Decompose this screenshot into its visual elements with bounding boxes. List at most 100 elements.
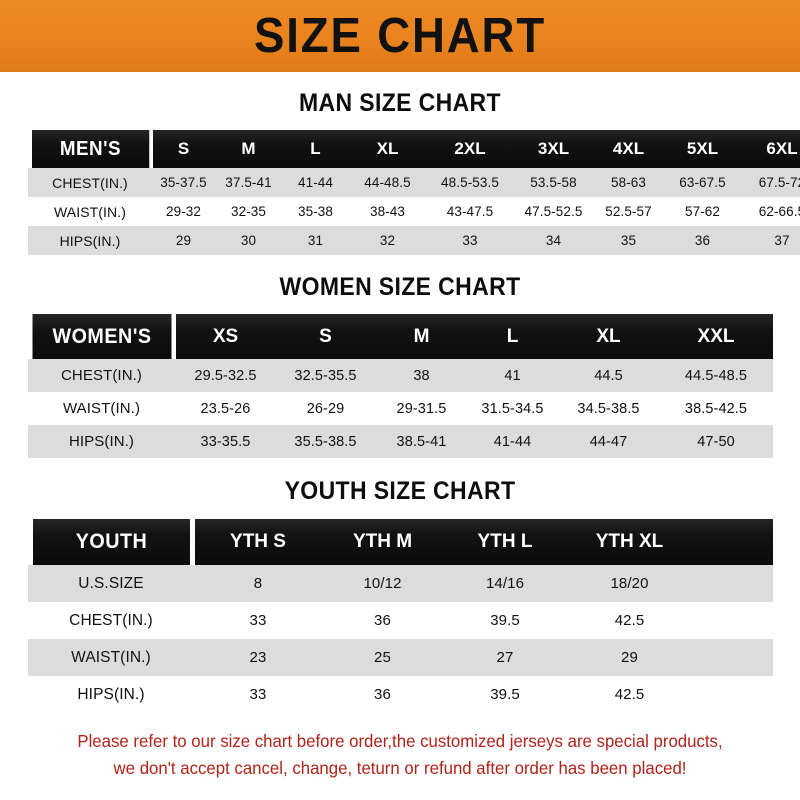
man-header-row: MEN'S S M L XL 2XL 3XL 4XL 5XL 6XL — [28, 130, 800, 168]
youth-header-cell-5 — [692, 519, 773, 565]
man-header-cell-4: XL — [348, 130, 427, 168]
youth-row-0-cell-0: 8 — [194, 565, 322, 602]
youth-row-2-cell-2: 27 — [443, 639, 567, 676]
man-row-2-cell-0: 29 — [152, 226, 215, 255]
women-row-0-cell-2: 38 — [375, 359, 468, 392]
youth-header-row: YOUTH YTH S YTH M YTH L YTH XL — [28, 519, 773, 565]
man-row-0-cell-5: 53.5-58 — [513, 168, 594, 197]
women-header-cell-3: M — [375, 314, 468, 359]
man-row-1-cell-8: 62-66.5 — [741, 197, 800, 226]
table-row: U.S.SIZE 8 10/12 14/16 18/20 — [27, 565, 773, 602]
man-row-2-cell-2: 31 — [282, 226, 349, 255]
youth-row-0-cell-4 — [692, 565, 773, 602]
table-row: CHEST(IN.) 29.5-32.5 32.5-35.5 38 41 44.… — [27, 359, 773, 392]
youth-row-3-cell-1: 36 — [321, 676, 444, 713]
youth-header-cell-1: YTH S — [194, 519, 322, 565]
youth-row-1-cell-3: 42.5 — [566, 602, 693, 639]
man-row-2-cell-3: 32 — [348, 226, 427, 255]
table-row: WAIST(IN.) 29-32 32-35 35-38 38-43 43-47… — [27, 197, 800, 226]
man-row-2-cell-6: 35 — [593, 226, 664, 255]
man-row-2-cell-7: 36 — [663, 226, 742, 255]
women-header-cell-1: XS — [175, 314, 276, 359]
man-header-cell-8: 5XL — [663, 130, 742, 168]
youth-table-wrapper: YOUTH YTH S YTH M YTH L YTH XL U.S.SIZE … — [27, 519, 773, 713]
man-row-0-cell-3: 44-48.5 — [348, 168, 427, 197]
youth-row-3-cell-3: 42.5 — [566, 676, 693, 713]
man-row-1-cell-4: 43-47.5 — [426, 197, 514, 226]
women-header-cell-4: L — [467, 314, 558, 359]
women-header-cell-2: S — [275, 314, 376, 359]
youth-header-cell-0: YOUTH — [32, 519, 190, 565]
women-row-2-cell-5: 47-50 — [659, 425, 773, 458]
youth-row-3-cell-4 — [692, 676, 773, 713]
man-row-1-cell-0: 29-32 — [152, 197, 215, 226]
man-row-0-cell-4: 48.5-53.5 — [426, 168, 514, 197]
youth-row-0-label: U.S.SIZE — [27, 565, 195, 602]
youth-row-3-cell-0: 33 — [194, 676, 322, 713]
youth-row-2-cell-1: 25 — [321, 639, 444, 676]
women-row-2-label: HIPS(IN.) — [27, 425, 176, 458]
youth-header-cell-2: YTH M — [321, 519, 444, 565]
man-row-0-cell-0: 35-37.5 — [152, 168, 215, 197]
man-header-cell-3: L — [282, 130, 349, 168]
man-header-cell-5: 2XL — [426, 130, 514, 168]
women-header-row: WOMEN'S XS S M L XL XXL — [28, 314, 773, 359]
women-size-table: WOMEN'S XS S M L XL XXL CHEST(IN.) 29.5-… — [27, 314, 773, 458]
man-row-1-cell-5: 47.5-52.5 — [513, 197, 594, 226]
youth-header-cell-3: YTH L — [443, 519, 567, 565]
man-table-wrapper: MEN'S S M L XL 2XL 3XL 4XL 5XL 6XL CHEST… — [27, 130, 800, 255]
women-row-0-cell-3: 41 — [467, 359, 558, 392]
table-row: WAIST(IN.) 23 25 27 29 — [27, 639, 773, 676]
women-table-wrapper: WOMEN'S XS S M L XL XXL CHEST(IN.) 29.5-… — [27, 314, 773, 458]
man-row-0-cell-2: 41-44 — [282, 168, 349, 197]
youth-row-2-label: WAIST(IN.) — [27, 639, 195, 676]
man-row-1-cell-3: 38-43 — [348, 197, 427, 226]
man-row-1-cell-7: 57-62 — [663, 197, 742, 226]
man-row-1-cell-6: 52.5-57 — [593, 197, 664, 226]
man-row-2-label: HIPS(IN.) — [27, 226, 153, 255]
youth-header-cell-4: YTH XL — [566, 519, 693, 565]
table-row: WAIST(IN.) 23.5-26 26-29 29-31.5 31.5-34… — [27, 392, 773, 425]
women-section-title: WOMEN SIZE CHART — [279, 273, 521, 301]
youth-row-1-cell-1: 36 — [321, 602, 444, 639]
table-row: HIPS(IN.) 33-35.5 35.5-38.5 38.5-41 41-4… — [27, 425, 773, 458]
women-row-0-cell-0: 29.5-32.5 — [175, 359, 276, 392]
youth-row-1-cell-0: 33 — [194, 602, 322, 639]
women-row-1-cell-3: 31.5-34.5 — [467, 392, 558, 425]
youth-row-0-cell-2: 14/16 — [443, 565, 567, 602]
man-header-cell-6: 3XL — [513, 130, 594, 168]
youth-row-2-cell-0: 23 — [194, 639, 322, 676]
table-row: CHEST(IN.) 33 36 39.5 42.5 — [27, 602, 773, 639]
women-row-0-cell-4: 44.5 — [557, 359, 660, 392]
youth-row-3-label: HIPS(IN.) — [27, 676, 195, 713]
table-row: HIPS(IN.) 33 36 39.5 42.5 — [27, 676, 773, 713]
man-row-0-cell-6: 58-63 — [593, 168, 664, 197]
man-header-cell-7: 4XL — [593, 130, 664, 168]
women-row-1-cell-4: 34.5-38.5 — [557, 392, 660, 425]
youth-row-0-cell-3: 18/20 — [566, 565, 693, 602]
man-header-cell-2: M — [214, 130, 283, 168]
women-header-cell-0: WOMEN'S — [31, 314, 172, 359]
man-row-1-cell-1: 32-35 — [214, 197, 283, 226]
footer-line-2: we don't accept cancel, change, teturn o… — [113, 758, 687, 779]
youth-row-1-cell-4 — [692, 602, 773, 639]
youth-row-0-cell-1: 10/12 — [321, 565, 444, 602]
women-row-2-cell-4: 44-47 — [557, 425, 660, 458]
table-row: CHEST(IN.) 35-37.5 37.5-41 41-44 44-48.5… — [27, 168, 800, 197]
man-size-table: MEN'S S M L XL 2XL 3XL 4XL 5XL 6XL CHEST… — [27, 130, 800, 255]
man-row-2-cell-1: 30 — [214, 226, 283, 255]
man-row-0-label: CHEST(IN.) — [27, 168, 153, 197]
women-row-1-label: WAIST(IN.) — [27, 392, 176, 425]
man-row-0-cell-1: 37.5-41 — [214, 168, 283, 197]
footer-disclaimer: Please refer to our size chart before or… — [35, 728, 765, 782]
man-row-0-cell-7: 63-67.5 — [663, 168, 742, 197]
table-row: HIPS(IN.) 29 30 31 32 33 34 35 36 37 — [27, 226, 800, 255]
women-row-1-cell-2: 29-31.5 — [375, 392, 468, 425]
man-row-0-cell-8: 67.5-72 — [741, 168, 800, 197]
man-header-cell-1: S — [152, 130, 215, 168]
women-row-0-cell-5: 44.5-48.5 — [659, 359, 773, 392]
man-row-1-cell-2: 35-38 — [282, 197, 349, 226]
women-row-2-cell-1: 35.5-38.5 — [275, 425, 376, 458]
women-row-2-cell-0: 33-35.5 — [175, 425, 276, 458]
